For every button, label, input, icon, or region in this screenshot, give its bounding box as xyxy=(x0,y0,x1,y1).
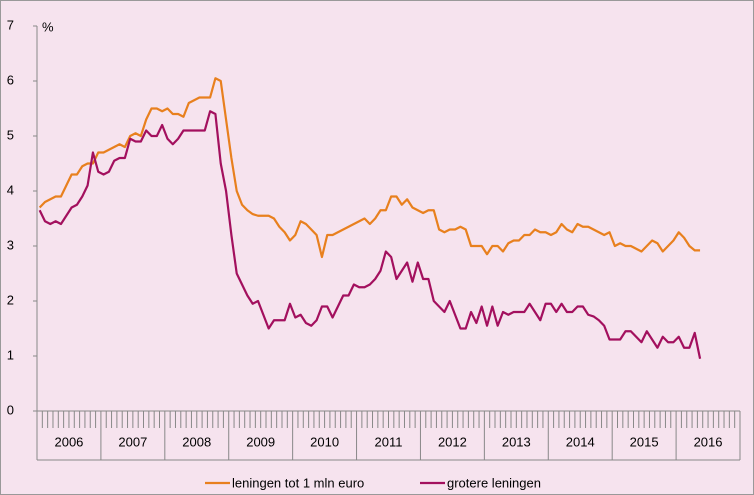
y-tick-label: 0 xyxy=(7,402,14,417)
y-tick-label: 7 xyxy=(7,17,14,32)
y-tick-label: 6 xyxy=(7,72,14,87)
x-tick-label: 2013 xyxy=(502,434,531,449)
data-line xyxy=(38,77,701,259)
y-tick-label: 3 xyxy=(7,237,14,252)
x-tick-label: 2009 xyxy=(246,434,275,449)
x-tick-label: 2011 xyxy=(375,434,403,449)
y-tick-label: 4 xyxy=(7,182,14,197)
data-line xyxy=(38,110,702,359)
x-tick-label: 2008 xyxy=(182,434,211,449)
y-tick-label: 1 xyxy=(7,347,14,362)
x-tick-label: 2016 xyxy=(694,434,723,449)
y-axis-label: % xyxy=(42,19,54,34)
y-tick-label: 5 xyxy=(7,127,14,142)
x-tick-label: 2006 xyxy=(54,434,83,449)
legend-label: leningen tot 1 mln euro xyxy=(232,475,364,490)
x-tick-label: 2012 xyxy=(438,434,467,449)
x-tick-label: 2015 xyxy=(630,434,659,449)
x-tick-label: 2007 xyxy=(118,434,147,449)
x-tick-label: 2014 xyxy=(566,434,595,449)
y-tick-label: 2 xyxy=(7,292,14,307)
x-tick-label: 2010 xyxy=(310,434,339,449)
legend-label: grotere leningen xyxy=(447,475,541,490)
